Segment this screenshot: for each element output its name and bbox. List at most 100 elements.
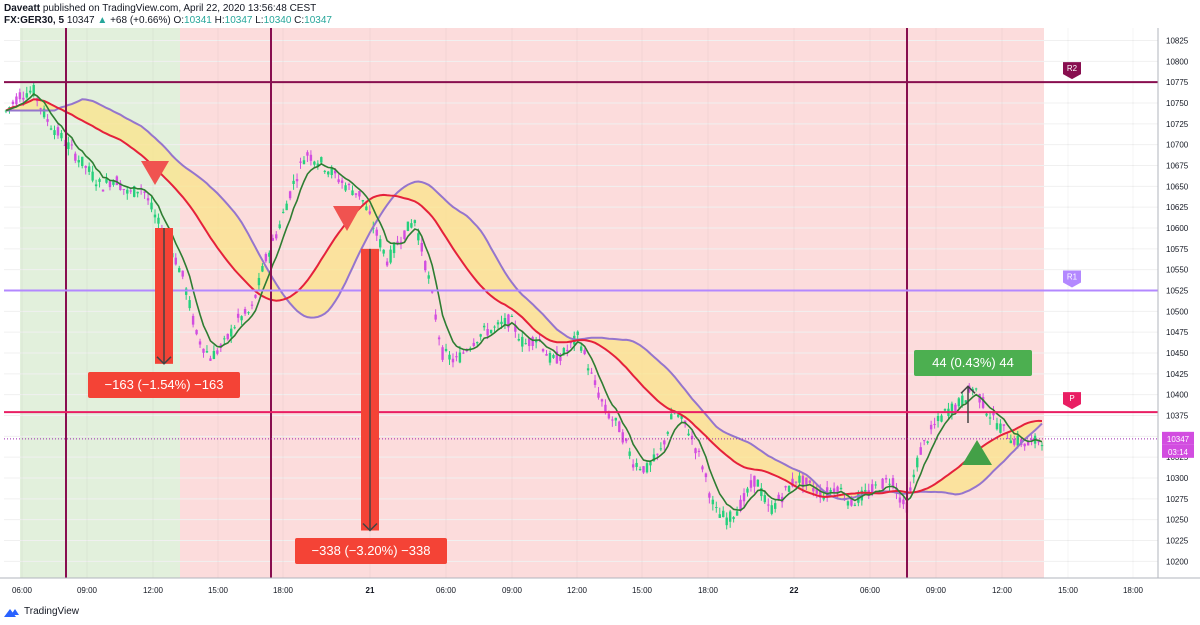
time-tick-label: 06:00 [12,586,33,595]
up-arrow-icon: ▲ [97,15,108,26]
candle [548,350,552,366]
candle [846,500,850,509]
candle-body [226,333,229,340]
candle-body [188,300,191,309]
time-tick-label: 22 [790,586,799,595]
candle [912,469,915,484]
candle [586,364,590,376]
candle-body [552,355,555,358]
candle-body [985,413,988,416]
candle-body [891,478,895,487]
candle [697,448,701,457]
candle-body [184,288,188,295]
price-tick-label: 10425 [1166,370,1189,379]
candle [15,93,18,106]
candle-body [649,462,652,466]
candle-body [728,511,732,522]
pivot-tag-shape [1063,62,1081,80]
candle [295,173,299,188]
candle [864,483,867,494]
ema-cloud-fill [6,99,1042,500]
price-tick-label: 10575 [1166,245,1189,254]
candle-body [8,107,11,109]
candle-body [670,414,673,420]
candle-body [618,421,621,433]
candle [264,252,268,263]
candle-body [122,188,126,190]
candle-body [718,514,721,518]
countdown-badge [1162,444,1194,458]
candle [18,88,22,103]
candle-body [767,504,770,506]
candle [216,348,219,356]
candle [645,460,649,474]
price-chart[interactable]: R2 R1 P −163 (−1.54%) −163 −338 (−3.20%) −33… [0,28,1200,603]
candle [770,500,773,516]
candle-body [964,400,967,403]
candle [382,249,385,257]
candle [84,165,87,175]
candle-body [787,485,791,492]
price-tick-label: 10375 [1166,412,1189,421]
candle [91,165,94,183]
candle [756,479,760,487]
candle [236,308,240,323]
candle-body [600,399,604,402]
measure-label-box-up [914,350,1032,376]
price-tick-label: 10825 [1166,37,1189,46]
tradingview-brand[interactable]: TradingView [4,606,79,617]
candle [659,442,663,452]
candle-body [884,478,888,480]
candle-body [850,496,853,506]
candle-body [680,414,683,419]
candle [566,344,569,357]
candle-body [389,249,392,263]
candle [455,351,458,362]
sell-signal-icon [141,161,169,185]
candle-body [205,351,209,353]
candle-body [988,417,992,419]
candle [704,472,708,483]
candle-body [198,341,202,345]
candle [725,512,728,530]
candle [136,191,139,198]
candle [410,219,413,229]
candle [884,474,888,483]
candle [496,319,500,329]
candle-body [94,184,98,187]
author-name[interactable]: Daveatt [4,3,41,14]
candle [209,355,212,362]
high-value: 10347 [224,15,253,26]
candle [974,387,978,392]
candle-body [836,486,839,493]
candle-body [482,325,486,328]
candle [424,260,427,273]
candle-body [687,433,690,436]
candle-body [1006,437,1009,439]
measure-label-box [295,538,447,564]
candle-body [770,505,773,514]
time-tick-label: 21 [366,586,375,595]
candle-body [271,238,274,241]
candle-body [579,346,583,351]
candle-body [1026,441,1030,446]
price-tick-label: 10500 [1166,307,1189,316]
candle [929,420,933,435]
candle-body [974,388,978,390]
candle [926,440,929,445]
candle-body [936,415,940,422]
candle-body [1009,440,1013,444]
candle [212,345,216,360]
candle [261,263,264,273]
candle-body [1013,439,1016,445]
candle-body [441,347,444,360]
candle-body [254,294,257,298]
candle [174,253,177,266]
candle [358,190,361,200]
candle [995,417,999,431]
candle-body [476,342,479,344]
price-tick-label: 10775 [1166,78,1189,87]
candle-body [382,249,385,254]
candle [1006,432,1009,439]
symbol-label[interactable]: FX:GER30, 5 [4,15,65,26]
